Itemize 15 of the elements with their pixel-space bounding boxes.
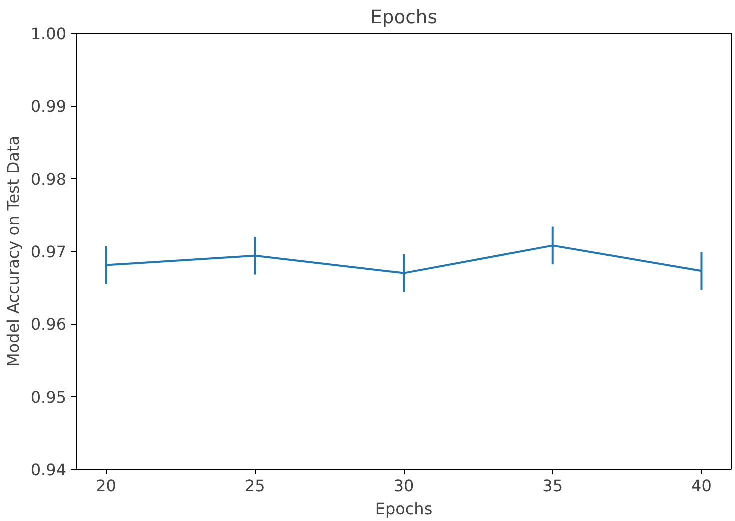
chart-title: Epochs bbox=[370, 8, 438, 28]
y-tick-label: 0.98 bbox=[30, 170, 66, 189]
y-tick-label: 0.95 bbox=[30, 388, 66, 407]
x-tick-label: 30 bbox=[394, 476, 414, 496]
y-tick-label: 1.00 bbox=[30, 24, 66, 44]
y-tick-label: 0.97 bbox=[30, 242, 66, 262]
y-tick-label: 0.99 bbox=[30, 97, 66, 116]
y-axis-title: Model Accuracy on Test Data bbox=[4, 136, 23, 368]
x-tick-label: 40 bbox=[692, 476, 712, 496]
x-axis-title: Epochs bbox=[375, 500, 433, 518]
y-tick-label: 0.94 bbox=[30, 460, 66, 480]
y-tick-label: 0.96 bbox=[30, 315, 66, 334]
x-tick-label: 25 bbox=[244, 476, 266, 496]
x-tick-label: 35 bbox=[542, 476, 564, 496]
x-tick-label: 20 bbox=[96, 476, 116, 496]
